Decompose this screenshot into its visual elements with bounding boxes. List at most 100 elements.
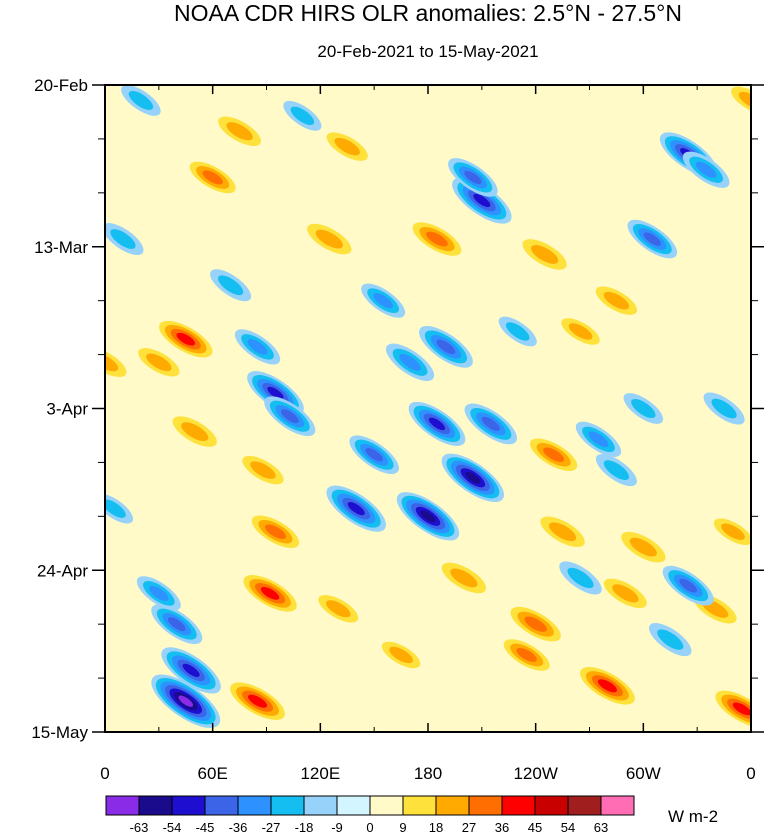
anomaly-contour — [524, 616, 547, 632]
anomaly-contour — [568, 323, 593, 340]
colorbar-swatch — [435, 795, 470, 816]
colorbar-swatch — [138, 795, 173, 816]
x-tick-label: 60W — [626, 764, 661, 783]
anomaly-feature — [603, 578, 647, 609]
anomaly-feature — [419, 325, 473, 368]
anomaly-contour — [631, 398, 656, 419]
colorbar-level-label: 27 — [462, 820, 476, 834]
anomaly-contour — [217, 275, 244, 296]
anomaly-contour — [711, 398, 737, 419]
anomaly-feature — [307, 223, 352, 255]
anomaly-feature — [621, 531, 666, 563]
anomaly-contour — [365, 448, 383, 462]
y-axis: 20-Feb 13-Mar 3-Apr 24-Apr 15-May — [31, 76, 764, 742]
anomaly-contour — [280, 409, 299, 424]
anomaly-contour — [248, 694, 268, 708]
anomaly-feature — [498, 316, 537, 347]
anomaly-contour — [426, 231, 448, 247]
anomaly-contour — [373, 293, 393, 309]
colorbar-swatch — [402, 795, 437, 816]
x-axis: 0 60E 120E 180 120W 60W 0 — [100, 85, 756, 783]
anomaly-contour — [548, 522, 577, 542]
anomaly-feature — [326, 132, 368, 161]
colorbar-level-label: 18 — [429, 820, 443, 834]
anomaly-feature — [441, 562, 487, 594]
x-tick-label: 0 — [746, 764, 755, 783]
anomaly-contour — [732, 702, 751, 716]
anomaly-contour — [450, 568, 478, 588]
anomaly-feature — [105, 493, 134, 524]
anomaly-feature — [210, 269, 252, 302]
anomaly-contour — [629, 537, 657, 557]
anomaly-feature — [561, 318, 600, 345]
anomaly-contour — [110, 229, 136, 249]
anomaly-feature — [159, 320, 213, 358]
anomaly-contour — [543, 447, 565, 462]
anomaly-feature — [385, 343, 435, 382]
anomaly-contour — [603, 291, 630, 310]
anomaly-feature — [318, 595, 359, 623]
anomaly-contour — [267, 386, 284, 400]
chart-title: NOAA CDR HIRS OLR anomalies: 2.5°N - 27.… — [174, 0, 682, 26]
anomaly-feature — [448, 158, 498, 197]
anomaly-contour — [226, 122, 253, 141]
anomaly-contour — [465, 471, 481, 484]
colorbar-swatch — [204, 795, 239, 816]
colorbar-level-label: -36 — [229, 820, 248, 834]
anomaly-feature — [326, 485, 386, 532]
anomaly-feature — [703, 392, 745, 425]
colorbar-swatch — [468, 795, 503, 816]
colorbar-level-label: -18 — [295, 820, 314, 834]
anomaly-contour — [464, 170, 482, 185]
anomaly-contour — [567, 567, 594, 589]
anomaly-feature — [682, 151, 730, 188]
colorbar-swatch — [303, 795, 338, 816]
anomaly-contour — [505, 322, 530, 341]
colorbar-swatch — [501, 795, 536, 816]
anomaly-contour — [516, 647, 537, 662]
y-tick-label: 13-Mar — [34, 238, 88, 257]
anomaly-contour — [260, 587, 280, 600]
colorbar-level-label: 54 — [561, 820, 575, 834]
anomaly-feature — [595, 286, 638, 315]
colorbar-level-label: 36 — [495, 820, 509, 834]
colorbar-swatch — [600, 795, 635, 816]
colorbar-level-label: 0 — [366, 820, 373, 834]
x-tick-label: 120E — [300, 764, 340, 783]
anomaly-contour — [176, 332, 195, 346]
y-tick-label: 20-Feb — [34, 76, 88, 95]
x-tick-label: 0 — [100, 764, 109, 783]
anomaly-contour — [531, 245, 559, 264]
anomaly-feature — [105, 223, 144, 256]
anomaly-contour — [695, 161, 717, 178]
anomaly-feature — [441, 453, 505, 503]
anomaly-feature — [540, 516, 585, 548]
anomaly-feature — [623, 393, 664, 424]
colorbar-level-label: 45 — [528, 820, 542, 834]
anomaly-contour — [428, 417, 446, 431]
anomaly-feature — [151, 674, 221, 728]
anomaly-feature — [464, 403, 518, 445]
anomaly-contour — [146, 353, 172, 372]
colorbar-units-label: W m-2 — [668, 807, 718, 826]
anomaly-contour — [315, 229, 343, 249]
anomaly-feature — [381, 641, 421, 669]
anomaly-contour — [597, 679, 617, 693]
anomaly-feature — [412, 222, 462, 256]
anomaly-feature — [161, 647, 221, 694]
anomaly-feature — [522, 239, 567, 270]
colorbar-swatch — [369, 795, 404, 816]
anomaly-contour — [588, 431, 609, 448]
anomaly-contour — [679, 578, 698, 593]
anomaly-contour — [149, 585, 169, 601]
anomaly-contour — [399, 353, 421, 371]
anomaly-contour — [105, 499, 126, 518]
colorbar-level-label: 63 — [594, 820, 608, 834]
anomaly-feature — [361, 283, 406, 318]
colorbar-swatch — [534, 795, 569, 816]
colorbar-level-label: -54 — [163, 820, 182, 834]
anomaly-contour — [481, 416, 500, 431]
anomaly-feature — [396, 492, 460, 541]
anomaly-feature — [627, 219, 678, 259]
